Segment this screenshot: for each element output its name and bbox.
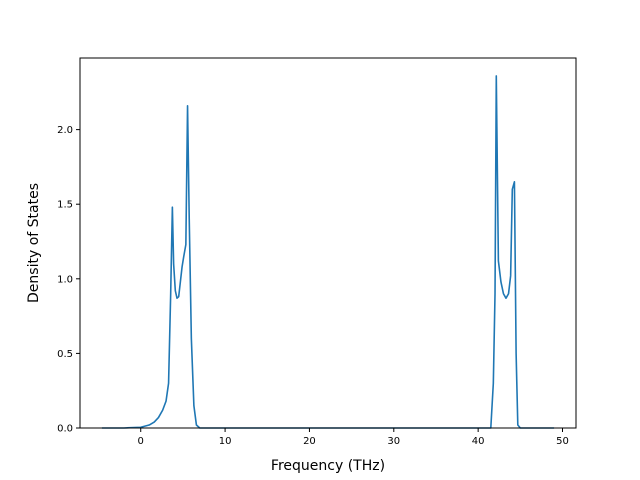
y-tick-label: 1.0 bbox=[57, 274, 73, 285]
y-tick-label: 0.5 bbox=[57, 349, 73, 360]
x-tick-label: 0 bbox=[138, 436, 144, 447]
axes-frame bbox=[79, 57, 577, 429]
x-tick-label: 30 bbox=[387, 436, 400, 447]
y-axis-label: Density of States bbox=[26, 183, 42, 303]
y-tick-label: 2.0 bbox=[57, 125, 73, 136]
x-tick-label: 40 bbox=[472, 436, 485, 447]
y-tick-label: 0.0 bbox=[57, 424, 73, 435]
axes-ticks: 0 10 20 30 40 50 0.0 0.5 1.0 1.5 2.0 bbox=[57, 125, 569, 447]
plot-area bbox=[101, 75, 555, 429]
x-axis-label: Frequency (THz) bbox=[271, 458, 385, 474]
x-tick-label: 10 bbox=[219, 436, 232, 447]
x-tick-label: 20 bbox=[303, 436, 316, 447]
y-tick-label: 1.5 bbox=[57, 200, 73, 211]
x-tick-label: 50 bbox=[556, 436, 569, 447]
dos-series-line-0 bbox=[101, 75, 555, 429]
